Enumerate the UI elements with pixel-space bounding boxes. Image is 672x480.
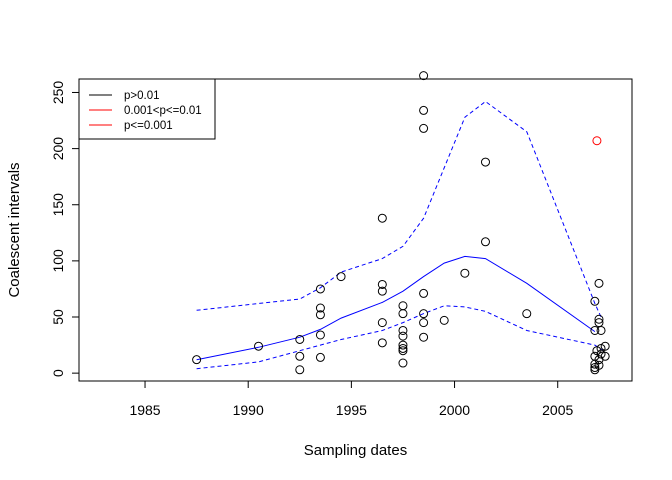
data-point [398, 331, 408, 341]
data-point [460, 268, 470, 278]
data-point [295, 365, 305, 375]
data-point [295, 334, 305, 344]
data-point [522, 309, 532, 319]
y-tick-label: 150 [50, 193, 66, 217]
data-point [419, 318, 429, 328]
data-point [377, 213, 387, 223]
data-point [398, 343, 408, 353]
legend-box [78, 78, 216, 140]
data-point [590, 296, 600, 306]
data-points [192, 71, 610, 375]
data-point [419, 288, 429, 298]
mean-line-0 [196, 255, 596, 361]
legend-label: p>0.01 [124, 90, 160, 102]
data-point [480, 157, 490, 167]
data-point [596, 325, 606, 335]
legend: p>0.01 0.001<p<=0.01 p<=0.001 [78, 78, 216, 140]
data-point [419, 332, 429, 342]
data-point [594, 314, 604, 324]
y-axis: 0 50 100 150 200 250 [50, 81, 80, 377]
data-point [398, 309, 408, 319]
data-point [295, 351, 305, 361]
dashed-bound-line-1 [196, 100, 602, 318]
data-point-red [592, 136, 602, 146]
x-tick-label: 2005 [542, 402, 573, 418]
data-point [254, 341, 264, 351]
data-point [594, 278, 604, 288]
data-point [398, 340, 408, 350]
data-point [377, 286, 387, 296]
x-axis-title: Sampling dates [304, 442, 407, 459]
data-point [377, 318, 387, 328]
x-tick-label: 1995 [336, 402, 367, 418]
data-point [419, 105, 429, 115]
data-point [315, 284, 325, 294]
data-point [336, 272, 346, 282]
y-tick-label: 50 [50, 309, 66, 325]
x-tick-label: 1985 [129, 402, 160, 418]
data-point [398, 301, 408, 311]
x-axis: 1985 1990 1995 2000 2005 [129, 380, 573, 418]
data-point [315, 330, 325, 340]
data-point [480, 237, 490, 247]
data-point [590, 325, 600, 335]
y-axis-title: Coalescent intervals [6, 162, 23, 297]
y-tick-label: 250 [50, 81, 66, 105]
y-tick-label: 100 [50, 249, 66, 273]
y-tick-label: 200 [50, 137, 66, 161]
data-point [315, 352, 325, 362]
data-point [419, 123, 429, 133]
data-point [377, 279, 387, 289]
series-lines [196, 100, 604, 370]
data-point [315, 303, 325, 313]
legend-label: 0.001<p<=0.01 [124, 105, 202, 117]
data-point [192, 355, 202, 365]
data-point [594, 360, 604, 370]
data-point [439, 315, 449, 325]
dashed-bound-line-2 [196, 305, 604, 370]
data-point [419, 309, 429, 319]
data-point [398, 346, 408, 356]
data-point [398, 325, 408, 335]
data-point [600, 341, 610, 351]
x-tick-label: 2000 [439, 402, 470, 418]
x-tick-label: 1990 [233, 402, 264, 418]
data-point [315, 310, 325, 320]
y-tick-label: 0 [50, 369, 66, 377]
legend-label: p<=0.001 [124, 120, 173, 132]
data-point [419, 71, 429, 81]
data-point [600, 351, 610, 361]
data-point [377, 338, 387, 348]
data-point [398, 358, 408, 368]
